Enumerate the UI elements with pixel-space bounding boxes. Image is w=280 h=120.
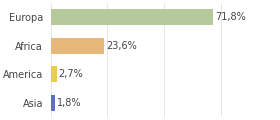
Text: 23,6%: 23,6% bbox=[106, 41, 137, 51]
Bar bbox=[51, 9, 213, 25]
Text: 71,8%: 71,8% bbox=[215, 12, 246, 22]
Bar bbox=[51, 95, 55, 111]
Bar bbox=[51, 66, 57, 82]
Text: 1,8%: 1,8% bbox=[57, 98, 81, 108]
Bar bbox=[51, 38, 104, 54]
Text: 2,7%: 2,7% bbox=[59, 69, 83, 79]
